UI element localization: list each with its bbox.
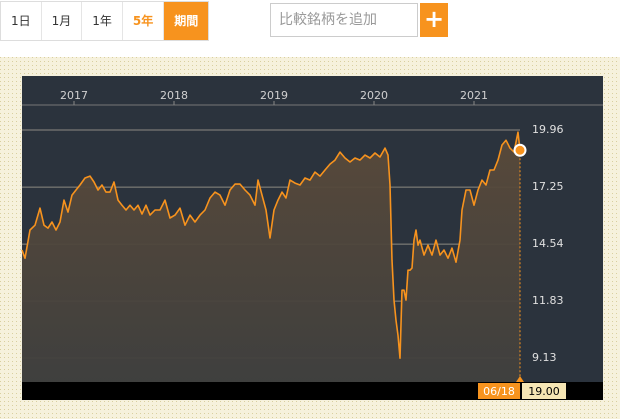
last-point bbox=[513, 143, 527, 157]
line bbox=[21, 131, 521, 359]
y-tick-label: 14.54 bbox=[532, 237, 564, 250]
range-button[interactable]: 期間 bbox=[164, 2, 209, 40]
x-tick-label: 2020 bbox=[360, 89, 388, 102]
bottom-bar bbox=[22, 382, 603, 400]
y-tick-label: 17.25 bbox=[532, 180, 564, 193]
range-selector: 1日 1月 1年 5年 期間 bbox=[0, 1, 210, 41]
x-tick-label: 2017 bbox=[60, 89, 88, 102]
y-tick-label: 9.13 bbox=[532, 351, 557, 364]
pointer bbox=[516, 376, 524, 382]
chart: 2017 2018 2019 2020 2021 19.96 17.25 14.54 11.83… bbox=[0, 57, 620, 419]
add-button[interactable]: + bbox=[420, 3, 448, 37]
date-label-bg bbox=[478, 383, 520, 399]
date-label: 06/18 bbox=[483, 385, 515, 398]
range-button[interactable]: 1年 bbox=[82, 2, 123, 40]
x-tick-label: 2019 bbox=[260, 89, 288, 102]
y-tick-label: 19.96 bbox=[532, 123, 564, 136]
range-button[interactable]: 1月 bbox=[42, 2, 83, 40]
y-tick-label: 11.83 bbox=[532, 294, 564, 307]
value-label: 19.00 bbox=[528, 385, 560, 398]
search-input[interactable]: 比較銘柄を追加 bbox=[270, 3, 418, 37]
x-tick-label: 2021 bbox=[460, 89, 488, 102]
x-tick-label: 2018 bbox=[160, 89, 188, 102]
value-label-bg bbox=[522, 383, 566, 399]
range-button[interactable]: 1日 bbox=[1, 2, 42, 40]
range-button[interactable]: 5年 bbox=[123, 2, 165, 40]
